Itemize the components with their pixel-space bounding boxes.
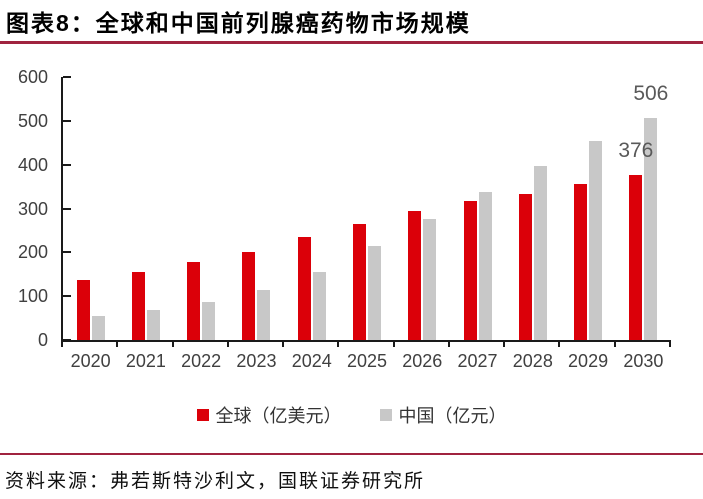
y-axis-label: 100 xyxy=(17,286,48,307)
x-axis-label: 2026 xyxy=(402,351,443,371)
y-axis-label: 600 xyxy=(17,67,48,87)
x-axis-label: 2029 xyxy=(568,351,609,371)
y-axis-tick xyxy=(63,251,71,254)
bar-china-2025 xyxy=(368,246,381,340)
y-axis-tick xyxy=(63,163,71,166)
bar-global-2025 xyxy=(353,223,366,340)
title-rule xyxy=(0,41,703,44)
legend-label-global: 全球（亿美元） xyxy=(215,406,342,426)
x-axis-tick xyxy=(282,342,285,347)
y-axis-tick xyxy=(63,295,71,298)
data-label-china: 506 xyxy=(633,82,669,106)
y-axis-label: 300 xyxy=(17,198,48,219)
bar-global-2030 xyxy=(629,175,643,340)
figure-title: 图表8：全球和中国前列腺癌药物市场规模 xyxy=(6,10,471,36)
y-axis-tick xyxy=(63,119,71,122)
bar-global-2023 xyxy=(242,251,256,340)
footer-rule xyxy=(0,453,703,455)
bar-global-2029 xyxy=(574,184,588,340)
x-axis-tick xyxy=(669,342,671,347)
x-axis-label: 2027 xyxy=(457,351,498,371)
x-axis-tick xyxy=(171,342,174,347)
legend-item-china: 中国（亿元） xyxy=(379,402,507,428)
x-axis-label: 2020 xyxy=(70,351,111,371)
y-axis-tick xyxy=(63,207,71,210)
x-axis-label: 2022 xyxy=(181,351,222,371)
x-axis-tick xyxy=(337,342,340,347)
bar-china-2026 xyxy=(423,218,437,340)
x-axis-label: 2025 xyxy=(346,351,388,371)
y-axis-label: 200 xyxy=(17,242,48,263)
legend-label-china: 中国（亿元） xyxy=(398,406,507,426)
bar-china-2023 xyxy=(257,290,271,340)
y-axis-tick xyxy=(63,76,71,78)
y-axis-tick xyxy=(63,339,71,341)
bar-china-2020 xyxy=(91,315,105,340)
x-axis-label: 2021 xyxy=(125,351,166,371)
bar-china-2029 xyxy=(589,140,603,340)
legend-item-global: 全球（亿美元） xyxy=(196,402,342,428)
x-axis-tick xyxy=(503,342,506,347)
bar-global-2021 xyxy=(131,272,145,340)
x-axis-tick xyxy=(392,342,395,347)
y-axis-label: 500 xyxy=(17,110,48,131)
x-axis-tick xyxy=(613,342,616,347)
plot-area xyxy=(61,77,671,342)
y-axis-label: 0 xyxy=(37,330,48,350)
x-axis-label: 2028 xyxy=(512,351,553,371)
x-axis-label: 2024 xyxy=(291,351,332,371)
x-axis-tick xyxy=(61,342,63,347)
x-axis-tick xyxy=(558,342,561,347)
bar-china-2027 xyxy=(478,191,492,340)
chart-legend: 全球（亿美元） 中国（亿元） xyxy=(0,402,703,428)
x-axis-label: 2030 xyxy=(623,351,664,371)
y-axis-label: 400 xyxy=(17,154,48,175)
data-label-global: 376 xyxy=(618,139,654,163)
bar-global-2026 xyxy=(408,210,422,340)
legend-swatch-global xyxy=(196,409,209,421)
bar-global-2027 xyxy=(463,201,477,340)
bar-china-2030 xyxy=(644,118,658,340)
bar-global-2022 xyxy=(187,262,201,340)
x-axis-tick xyxy=(447,342,450,347)
x-axis-label: 2023 xyxy=(236,351,277,371)
x-axis-tick xyxy=(116,342,119,347)
x-axis-tick xyxy=(226,342,229,347)
bar-global-2024 xyxy=(297,237,311,340)
bar-china-2024 xyxy=(312,271,326,340)
legend-swatch-china xyxy=(379,409,392,421)
bar-china-2021 xyxy=(146,309,160,340)
bar-china-2028 xyxy=(533,165,547,340)
bar-china-2022 xyxy=(202,301,216,340)
source-note: 资料来源：弗若斯特沙利文，国联证券研究所 xyxy=(5,470,426,492)
bar-global-2028 xyxy=(518,194,532,340)
bar-global-2020 xyxy=(76,280,90,340)
